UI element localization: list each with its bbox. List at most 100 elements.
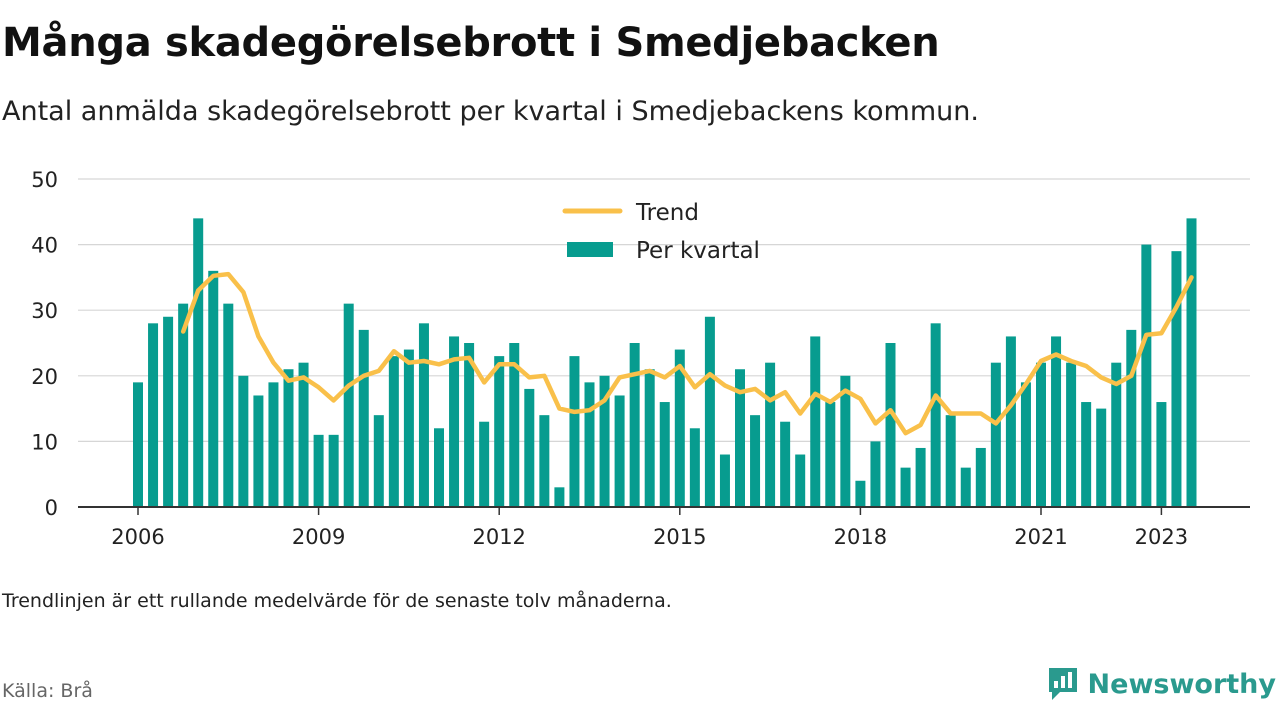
y-tick-label: 40 [31, 234, 58, 258]
bar [689, 428, 700, 507]
bar [1036, 362, 1046, 507]
bar [223, 303, 234, 507]
bar [765, 362, 776, 507]
bar [313, 434, 324, 507]
bar [464, 343, 475, 507]
bar [148, 323, 159, 507]
newsworthy-logo-text: Newsworthy [1087, 668, 1276, 700]
bar [1005, 336, 1016, 507]
bar [704, 316, 715, 507]
bar [418, 323, 429, 507]
bar [629, 343, 640, 507]
bar [298, 362, 309, 507]
bar [885, 343, 896, 507]
bar [494, 356, 505, 507]
bar [358, 329, 369, 507]
legend-bar-label: Per kvartal [636, 238, 760, 264]
bar [1081, 402, 1092, 507]
x-tick-label: 2015 [653, 525, 706, 549]
bar [1111, 362, 1122, 507]
chart-title: Många skadegörelsebrott i Smedjebacken [2, 20, 940, 66]
trend-note: Trendlinjen är ett rullande medelvärde f… [2, 590, 672, 612]
bar [1141, 244, 1152, 507]
bar [825, 402, 836, 507]
bar [900, 467, 911, 507]
bar [1171, 251, 1182, 507]
y-tick-label: 0 [45, 496, 58, 520]
bar [840, 375, 851, 507]
bar [735, 369, 745, 507]
bar [780, 421, 791, 507]
x-tick-label: 2023 [1135, 525, 1188, 549]
y-tick-label: 30 [31, 299, 58, 323]
bar [569, 356, 580, 507]
bar-series [133, 218, 1197, 508]
bar [1066, 362, 1077, 507]
bar [644, 369, 655, 507]
bar [388, 356, 399, 507]
bar [178, 303, 189, 507]
bar [554, 487, 565, 507]
bar [975, 447, 986, 507]
bar [268, 382, 279, 507]
bar [1156, 402, 1167, 507]
bar [328, 434, 339, 507]
bar [133, 382, 143, 507]
bar [810, 336, 821, 507]
bar [930, 323, 941, 507]
bar [960, 467, 971, 507]
bar [1096, 408, 1107, 507]
bar [870, 441, 881, 507]
newsworthy-logo[interactable]: Newsworthy [1046, 666, 1276, 702]
bar [855, 480, 866, 507]
y-tick-label: 10 [31, 430, 58, 454]
newsworthy-logo-icon [1048, 668, 1077, 700]
bar [915, 447, 926, 507]
x-tick-label: 2018 [834, 525, 887, 549]
x-tick-label: 2021 [1014, 525, 1067, 549]
bar [1186, 218, 1197, 508]
bar [403, 349, 414, 507]
bar [750, 415, 761, 507]
bar [373, 415, 384, 507]
bar [208, 270, 219, 507]
bar [343, 303, 354, 507]
bar [539, 415, 550, 507]
bar [1020, 382, 1031, 507]
bar [283, 369, 294, 507]
bar [434, 428, 444, 507]
bar [253, 395, 264, 507]
legend-bar-swatch [567, 242, 613, 257]
bar [1126, 329, 1137, 507]
bar [509, 343, 520, 507]
bar [795, 454, 806, 507]
y-tick-label: 50 [31, 168, 58, 192]
bar [238, 375, 249, 507]
x-axis: 2006 2009 2012 2015 2018 2021 2023 [78, 506, 1250, 549]
bar [1051, 336, 1062, 507]
legend-trend-label: Trend [635, 200, 699, 226]
bar [449, 336, 460, 507]
x-tick-label: 2009 [292, 525, 345, 549]
trend-line [180, 271, 1194, 436]
bar [990, 362, 1001, 507]
legend: Trend Per kvartal [562, 200, 760, 264]
bar [584, 382, 595, 507]
y-tick-label: 20 [31, 365, 58, 389]
source-text: Källa: Brå [2, 680, 93, 702]
bar [659, 402, 670, 507]
trend-series [180, 271, 1194, 436]
bar [945, 415, 956, 507]
bar [599, 375, 610, 507]
x-tick-label: 2012 [472, 525, 525, 549]
bar [524, 388, 535, 507]
bar [719, 454, 730, 507]
bar [163, 316, 174, 507]
bar [479, 421, 490, 507]
bar [614, 395, 625, 507]
x-tick-label: 2006 [111, 525, 164, 549]
bar [674, 349, 685, 507]
y-axis: 0 10 20 30 40 50 [31, 168, 58, 520]
bar [193, 218, 204, 508]
